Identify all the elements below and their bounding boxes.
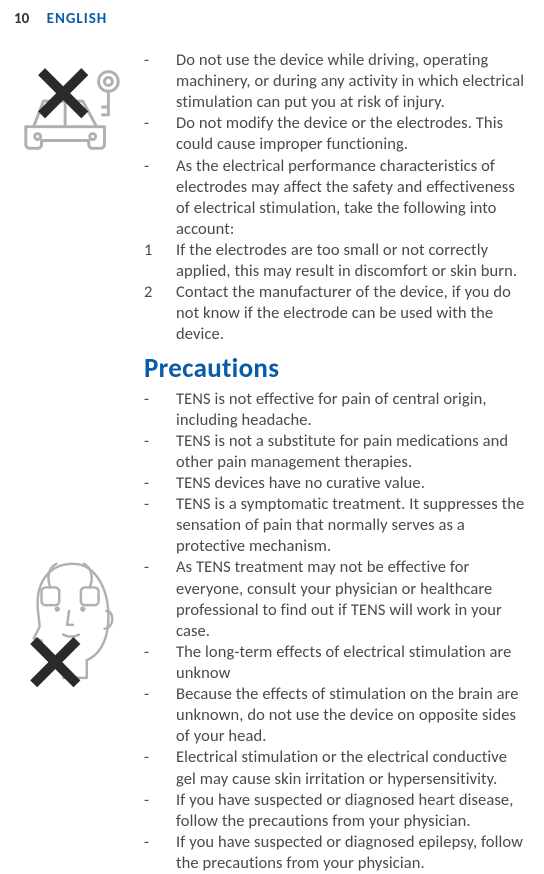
list-text: If you have suspected or diagnosed epile…: [176, 832, 523, 873]
list-marker: -: [144, 113, 168, 134]
list-text: TENS is a symptomatic treatment. It supp…: [176, 494, 524, 556]
warnings-list: -Do not use the device while driving, op…: [144, 50, 530, 346]
list-text: As the electrical performance characteri…: [176, 156, 515, 239]
list-item: -As TENS treatment may not be effective …: [144, 557, 530, 641]
list-text: Contact the manufacturer of the device, …: [176, 282, 511, 344]
list-text: Do not use the device while driving, ope…: [176, 50, 524, 112]
page-number: 10: [14, 10, 29, 28]
list-marker: -: [144, 684, 168, 705]
list-marker: 2: [144, 282, 168, 303]
list-text: As TENS treatment may not be effective f…: [176, 557, 502, 640]
list-item: -TENS is not effective for pain of centr…: [144, 389, 530, 431]
list-marker: -: [144, 431, 168, 452]
list-text: TENS devices have no curative value.: [176, 473, 425, 493]
list-text: TENS is not a substitute for pain medica…: [176, 431, 508, 472]
page-header: 10 ENGLISH: [14, 10, 107, 28]
list-item: -Electrical stimulation or the electrica…: [144, 747, 530, 789]
list-item: -TENS is not a substitute for pain medic…: [144, 431, 530, 473]
list-text: If you have suspected or diagnosed heart…: [176, 790, 513, 831]
language-label: ENGLISH: [47, 10, 108, 28]
list-item: -TENS devices have no curative value.: [144, 473, 530, 494]
illustration-no-head: [14, 554, 132, 692]
list-item: 2 Contact the manufacturer of the device,…: [144, 282, 530, 345]
list-text: Electrical stimulation or the electrical…: [176, 747, 507, 788]
list-marker: -: [144, 557, 168, 578]
list-text: Do not modify the device or the electrod…: [176, 113, 503, 154]
list-marker: -: [144, 389, 168, 410]
list-item: -Because the effects of stimulation on t…: [144, 684, 530, 747]
precautions-list: -TENS is not effective for pain of centr…: [144, 389, 530, 874]
list-marker: -: [144, 832, 168, 853]
list-item: 1 If the electrodes are too small or not …: [144, 240, 530, 282]
car-key-icon: [14, 50, 132, 168]
list-marker: 1: [144, 240, 168, 261]
list-item: -TENS is a symptomatic treatment. It sup…: [144, 494, 530, 557]
list-text: Because the effects of stimulation on th…: [176, 684, 519, 746]
head-electrodes-icon: [14, 554, 132, 692]
precautions-heading: Precautions: [144, 352, 530, 385]
list-item: -If you have suspected or diagnosed epil…: [144, 832, 530, 874]
list-text: TENS is not effective for pain of centra…: [176, 389, 487, 430]
list-marker: -: [144, 50, 168, 71]
list-item: -Do not use the device while driving, op…: [144, 50, 530, 113]
content-column: -Do not use the device while driving, op…: [144, 50, 530, 874]
list-marker: -: [144, 156, 168, 177]
list-item: -The long-term effects of electrical sti…: [144, 642, 530, 684]
list-text: The long-term effects of electrical stim…: [176, 642, 511, 683]
list-marker: -: [144, 790, 168, 811]
list-item: -Do not modify the device or the electro…: [144, 113, 530, 155]
list-marker: -: [144, 473, 168, 494]
list-item: -As the electrical performance character…: [144, 156, 530, 240]
list-item: -If you have suspected or diagnosed hear…: [144, 790, 530, 832]
list-marker: -: [144, 747, 168, 768]
list-marker: -: [144, 642, 168, 663]
list-marker: -: [144, 494, 168, 515]
illustration-no-driving: [14, 50, 132, 168]
list-text: If the electrodes are too small or not c…: [176, 240, 517, 281]
